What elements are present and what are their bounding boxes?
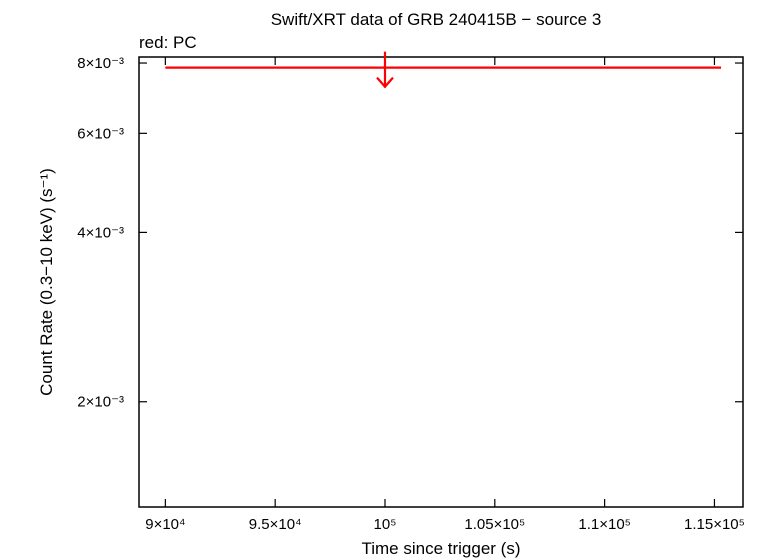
y-tick-label: 8×10⁻³ (77, 55, 124, 72)
y-tick-label: 2×10⁻³ (77, 394, 124, 411)
y-axis-label: Count Rate (0.3−10 keV) (s⁻¹) (37, 168, 56, 396)
y-tick-label: 6×10⁻³ (77, 125, 124, 142)
y-tick-label: 4×10⁻³ (77, 224, 124, 241)
x-tick-label: 1.05×10⁵ (464, 516, 525, 533)
plot-frame (138, 56, 744, 508)
chart-subtitle: red: PC (139, 33, 197, 52)
chart-title: Swift/XRT data of GRB 240415B − source 3 (271, 10, 602, 29)
x-axis: 9×10⁴ 9.5×10⁴ 10⁵ 1.05×10⁵ 1.1×10⁵ 1.15×10⁵ (145, 57, 745, 533)
x-tick-label: 9×10⁴ (145, 516, 185, 533)
plot-area: 9×10⁴ 9.5×10⁴ 10⁵ 1.05×10⁵ 1.1×10⁵ 1.15×10⁵ 2… (77, 51, 745, 533)
upper-limit-point (165, 51, 722, 89)
upper-limit-arrow (376, 76, 394, 89)
series-layer (165, 51, 722, 89)
x-tick-label: 1.15×10⁵ (684, 516, 745, 533)
x-axis-label: Time since trigger (s) (361, 539, 520, 558)
y-axis: 2×10⁻³ 4×10⁻³ 6×10⁻³ 8×10⁻³ (77, 55, 743, 411)
x-tick-label: 1.1×10⁵ (578, 516, 631, 533)
x-tick-label: 9.5×10⁴ (249, 516, 302, 533)
x-tick-label: 10⁵ (374, 516, 397, 533)
